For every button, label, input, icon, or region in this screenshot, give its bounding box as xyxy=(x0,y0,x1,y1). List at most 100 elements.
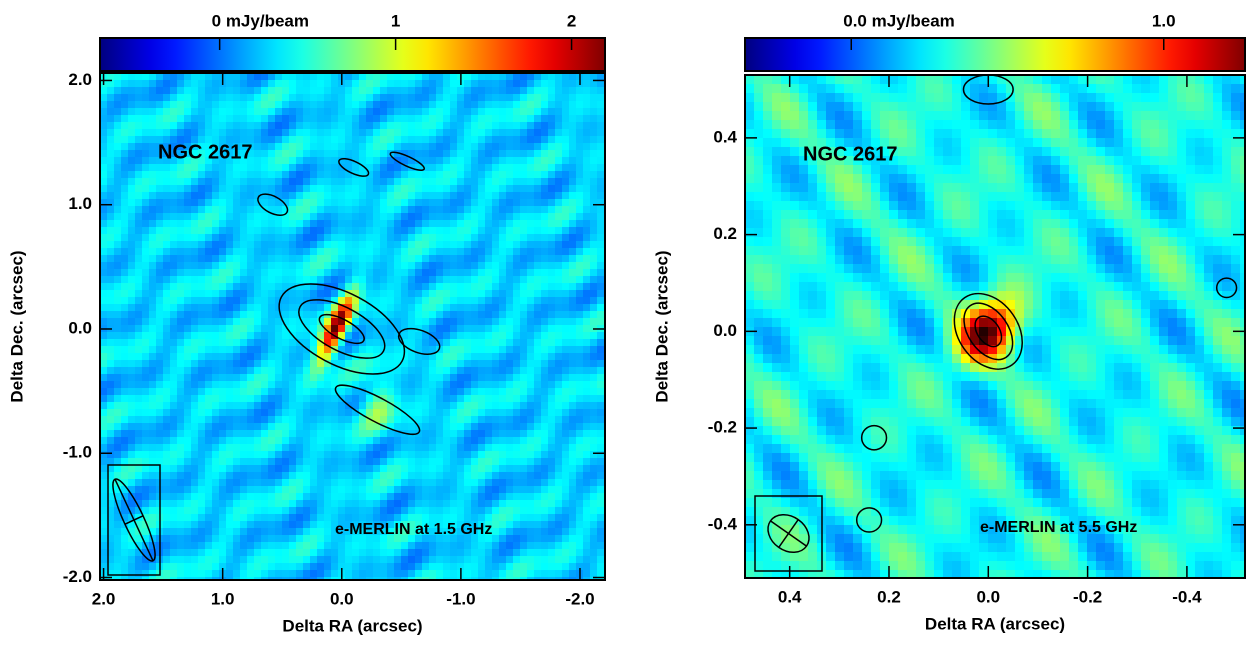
map-pixel xyxy=(569,430,577,438)
map-pixel xyxy=(310,318,318,326)
map-pixel xyxy=(422,318,430,326)
map-pixel xyxy=(338,220,346,228)
map-pixel xyxy=(331,220,339,228)
map-pixel xyxy=(142,549,150,557)
map-pixel xyxy=(121,73,129,81)
map-pixel xyxy=(450,143,458,151)
map-pixel xyxy=(310,108,318,116)
map-pixel xyxy=(114,409,122,417)
map-pixel xyxy=(457,479,465,487)
map-pixel xyxy=(170,486,178,494)
map-pixel xyxy=(135,388,143,396)
map-pixel xyxy=(506,444,514,452)
map-pixel xyxy=(282,528,290,536)
map-pixel xyxy=(226,549,234,557)
map-pixel xyxy=(569,157,577,165)
map-pixel xyxy=(317,360,325,368)
map-pixel xyxy=(534,409,542,417)
map-pixel xyxy=(233,423,241,431)
map-pixel xyxy=(303,269,311,277)
map-pixel xyxy=(534,115,542,123)
map-pixel xyxy=(562,381,570,389)
map-pixel xyxy=(254,227,262,235)
map-pixel xyxy=(408,311,416,319)
map-pixel xyxy=(149,227,157,235)
map-pixel xyxy=(548,318,556,326)
map-pixel xyxy=(359,115,367,123)
map-pixel xyxy=(576,283,584,291)
map-pixel xyxy=(541,192,549,200)
map-pixel xyxy=(366,423,374,431)
map-pixel xyxy=(457,269,465,277)
map-pixel xyxy=(317,122,325,130)
map-pixel xyxy=(296,192,304,200)
map-pixel xyxy=(135,213,143,221)
map-pixel xyxy=(163,101,171,109)
map-pixel xyxy=(275,388,283,396)
map-pixel xyxy=(205,157,213,165)
map-pixel xyxy=(121,402,129,410)
map-pixel xyxy=(310,199,318,207)
map-pixel xyxy=(331,423,339,431)
map-pixel xyxy=(303,311,311,319)
map-pixel xyxy=(114,157,122,165)
map-pixel xyxy=(268,325,276,333)
map-pixel xyxy=(177,304,185,312)
map-pixel xyxy=(310,528,318,536)
map-pixel xyxy=(478,276,486,284)
map-pixel xyxy=(261,136,269,144)
map-pixel xyxy=(464,101,472,109)
map-pixel xyxy=(156,178,164,186)
map-pixel xyxy=(100,248,108,256)
map-pixel xyxy=(394,332,402,340)
map-pixel xyxy=(289,430,297,438)
map-pixel xyxy=(156,80,164,88)
map-pixel xyxy=(268,437,276,445)
map-pixel xyxy=(254,234,262,242)
map-pixel xyxy=(534,493,542,501)
map-pixel xyxy=(513,157,521,165)
map-pixel xyxy=(170,472,178,480)
map-pixel xyxy=(555,115,563,123)
map-pixel xyxy=(401,192,409,200)
map-pixel xyxy=(380,234,388,242)
map-pixel xyxy=(464,122,472,130)
map-pixel xyxy=(387,276,395,284)
map-pixel xyxy=(261,325,269,333)
map-pixel xyxy=(233,374,241,382)
map-pixel xyxy=(219,192,227,200)
map-pixel xyxy=(128,157,136,165)
map-pixel xyxy=(373,255,381,263)
map-pixel xyxy=(296,416,304,424)
map-pixel xyxy=(492,465,500,473)
map-pixel xyxy=(163,472,171,480)
map-pixel xyxy=(373,479,381,487)
map-pixel xyxy=(100,87,108,95)
map-pixel xyxy=(555,388,563,396)
map-pixel xyxy=(576,367,584,375)
map-pixel xyxy=(296,402,304,410)
map-pixel xyxy=(233,402,241,410)
map-pixel xyxy=(541,283,549,291)
map-pixel xyxy=(352,521,360,529)
map-pixel xyxy=(422,535,430,543)
map-pixel xyxy=(394,437,402,445)
map-pixel xyxy=(219,374,227,382)
map-pixel xyxy=(233,444,241,452)
map-pixel xyxy=(597,402,605,410)
map-pixel xyxy=(345,227,353,235)
map-pixel xyxy=(359,479,367,487)
map-pixel xyxy=(324,290,332,298)
map-pixel xyxy=(359,276,367,284)
map-pixel xyxy=(380,87,388,95)
map-pixel xyxy=(107,178,115,186)
map-pixel xyxy=(100,388,108,396)
map-pixel xyxy=(324,115,332,123)
map-pixel xyxy=(198,220,206,228)
map-pixel xyxy=(520,416,528,424)
map-pixel xyxy=(142,521,150,529)
map-pixel xyxy=(303,367,311,375)
map-pixel xyxy=(345,122,353,130)
map-pixel xyxy=(128,339,136,347)
map-pixel xyxy=(114,472,122,480)
